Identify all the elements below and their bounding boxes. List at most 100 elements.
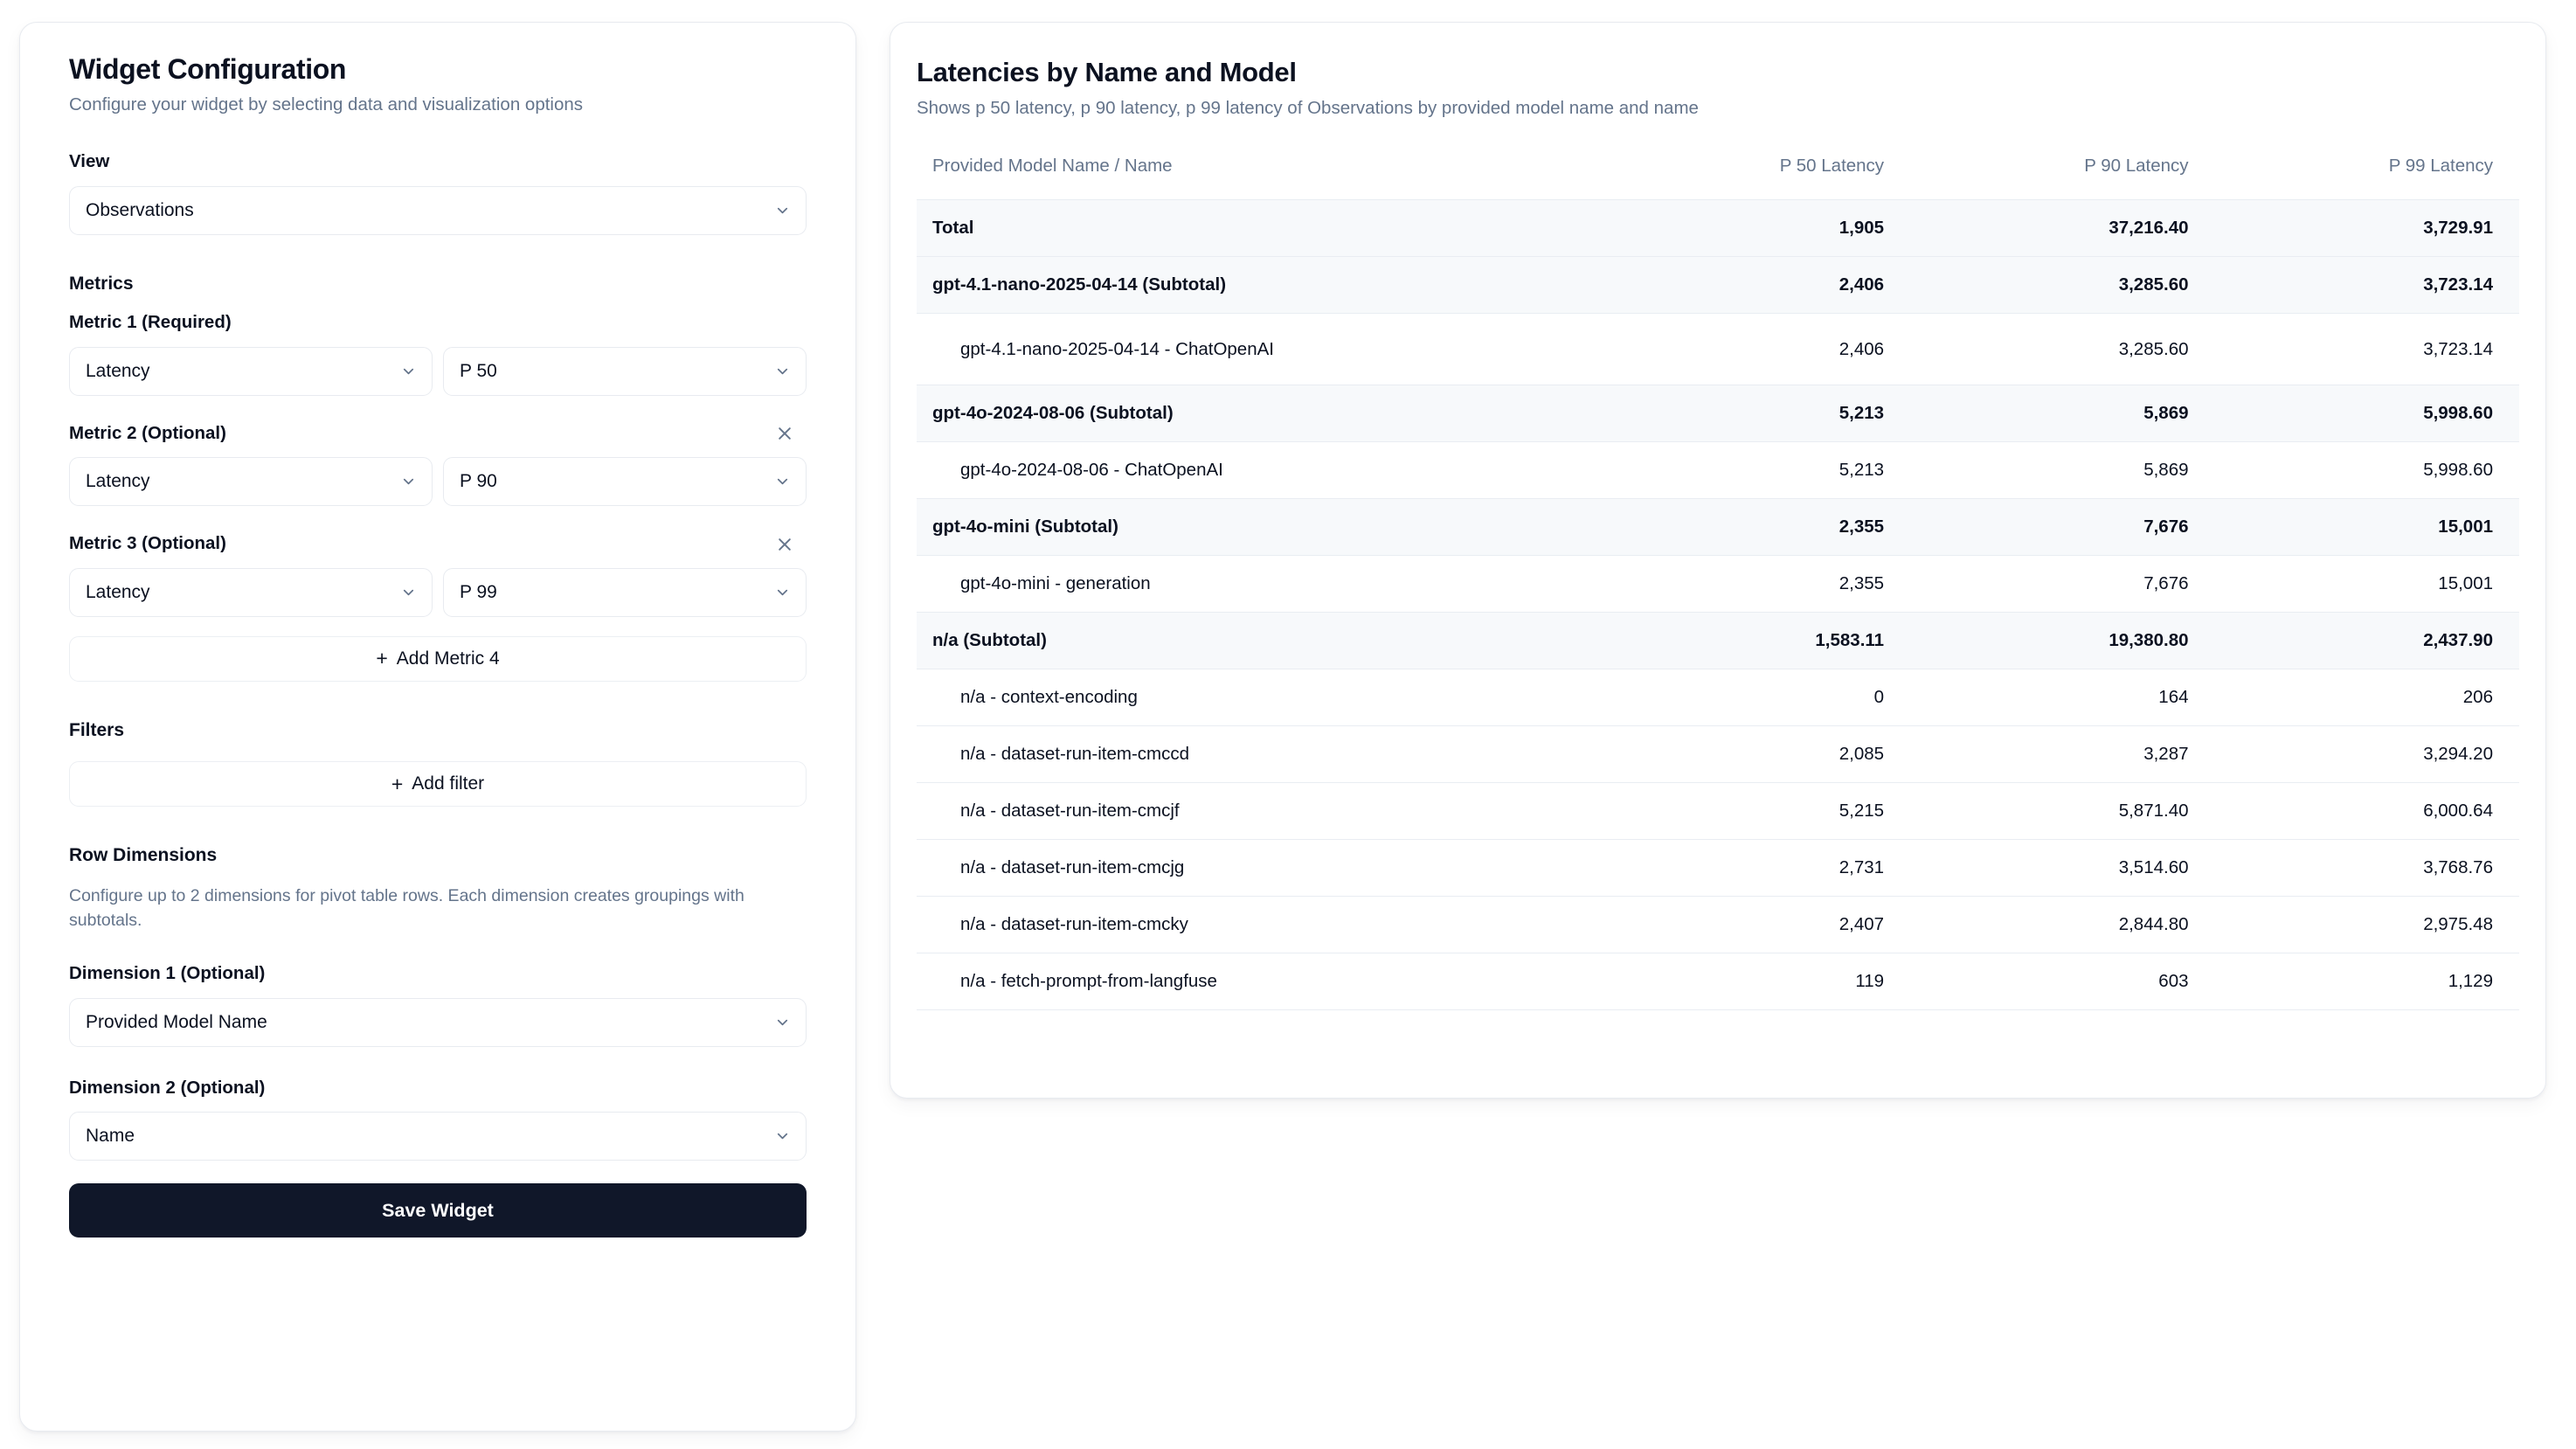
p50-cell: 2,406 — [1630, 312, 1911, 385]
p50-cell: 1,583.11 — [1630, 611, 1911, 669]
column-header-p90[interactable]: P 90 Latency — [2084, 155, 2189, 176]
dimension-2-select[interactable]: Name — [69, 1112, 807, 1161]
row-label-cell: gpt-4o-2024-08-06 - ChatOpenAI — [917, 440, 1631, 499]
view-select[interactable]: Observations — [69, 185, 807, 235]
metric-1-measure-value: Latency — [86, 360, 150, 381]
table-row: n/a - dataset-run-item-cmccd 2,085 3,287 3,… — [917, 724, 2519, 783]
pivot-table-head: Provided Model Name / Name P 50 Latency … — [917, 156, 2519, 200]
metrics-heading: Metrics — [69, 273, 134, 294]
view-label: View — [69, 151, 110, 172]
p50-cell: 2,407 — [1630, 895, 1911, 953]
p99-cell: 2,437.90 — [2214, 611, 2519, 669]
row-label-cell: n/a - context-encoding — [917, 668, 1631, 726]
metric-3-label-row: Metric 3 (Optional) — [69, 532, 807, 556]
save-widget-button[interactable]: Save Widget — [69, 1183, 807, 1238]
metric-3-aggregation-select[interactable]: P 99 — [443, 567, 807, 617]
row-label-cell: gpt-4o-mini - generation — [917, 554, 1631, 613]
dimension-1-select[interactable]: Provided Model Name — [69, 997, 807, 1047]
p90-cell: 7,676 — [1910, 554, 2215, 613]
metric-3-measure-select[interactable]: Latency — [69, 567, 433, 617]
table-row: n/a - dataset-run-item-cmcjf 5,215 5,871.4… — [917, 781, 2519, 840]
widget-configuration-card: Widget Configuration Configure your widg… — [19, 22, 856, 1432]
row-label-cell: n/a - dataset-run-item-cmcjf — [917, 781, 1631, 840]
add-metric-label: Add Metric 4 — [396, 648, 500, 669]
view-select-value: Observations — [86, 199, 194, 220]
p90-cell: 5,869 — [1910, 440, 2215, 499]
p99-cell: 15,001 — [2214, 497, 2519, 556]
column-header-p50[interactable]: P 50 Latency — [1779, 155, 1885, 176]
table-row: gpt-4o-mini - generation 2,355 7,676 15,001 — [917, 554, 2519, 613]
metric-1-aggregation-value: P 50 — [460, 360, 497, 381]
metric-1-aggregation-select[interactable]: P 50 — [443, 346, 807, 396]
p99-cell: 5,998.60 — [2214, 440, 2519, 499]
dimension-2-label: Dimension 2 (Optional) — [69, 1077, 266, 1098]
p99-cell: 206 — [2214, 668, 2519, 726]
metric-3-row: Latency P 99 — [69, 567, 807, 617]
p99-cell: 3,729.91 — [2214, 198, 2519, 257]
p50-cell: 2,355 — [1630, 497, 1911, 556]
p90-cell: 164 — [1910, 668, 2215, 726]
page-title: Widget Configuration — [69, 53, 346, 85]
row-label-cell: gpt-4o-2024-08-06 (Subtotal) — [917, 384, 1631, 442]
pivot-table-body: Total 1,905 37,216.40 3,729.91 gpt-4.1-nano-… — [917, 198, 2519, 1010]
chevron-down-icon — [774, 202, 791, 218]
row-label-cell: n/a - dataset-run-item-cmcky — [917, 895, 1631, 953]
p50-cell: 1,905 — [1630, 198, 1911, 257]
table-row: gpt-4o-2024-08-06 (Subtotal) 5,213 5,869 5,… — [917, 384, 2519, 442]
p50-cell: 5,213 — [1630, 384, 1911, 442]
metric-3-label: Metric 3 (Optional) — [69, 533, 226, 554]
row-label-cell: Total — [917, 198, 1631, 257]
metric-2-label: Metric 2 (Optional) — [69, 422, 226, 443]
plus-icon: + — [376, 647, 388, 670]
chevron-down-icon — [774, 363, 791, 379]
table-row: gpt-4.1-nano-2025-04-14 - ChatOpenAI 2,40… — [917, 312, 2519, 385]
p99-cell: 6,000.64 — [2214, 781, 2519, 840]
table-row: n/a (Subtotal) 1,583.11 19,380.80 2,437.90 — [917, 611, 2519, 669]
table-subtitle: Shows p 50 latency, p 90 latency, p 99 l… — [917, 98, 1699, 119]
p99-cell: 15,001 — [2214, 554, 2519, 613]
row-label-cell: n/a - fetch-prompt-from-langfuse — [917, 952, 1631, 1010]
metric-2-aggregation-value: P 90 — [460, 471, 497, 492]
p99-cell: 3,723.14 — [2214, 255, 2519, 314]
metric-2-label-row: Metric 2 (Optional) — [69, 422, 807, 446]
row-label-cell: n/a (Subtotal) — [917, 611, 1631, 669]
p99-cell: 2,975.48 — [2214, 895, 2519, 953]
p99-cell: 3,768.76 — [2214, 838, 2519, 897]
table-row: n/a - context-encoding 0 164 206 — [917, 668, 2519, 726]
table-row: gpt-4.1-nano-2025-04-14 (Subtotal) 2,406 3… — [917, 255, 2519, 314]
add-filter-label: Add filter — [412, 773, 485, 794]
row-label-cell: gpt-4.1-nano-2025-04-14 (Subtotal) — [917, 255, 1631, 314]
p90-cell: 7,676 — [1910, 497, 2215, 556]
chevron-down-icon — [400, 474, 417, 490]
plus-icon: + — [391, 772, 404, 795]
metric-2-row: Latency P 90 — [69, 457, 807, 507]
dimension-1-label: Dimension 1 (Optional) — [69, 963, 266, 984]
table-title: Latencies by Name and Model — [917, 57, 1297, 87]
chevron-down-icon — [774, 474, 791, 490]
p90-cell: 5,869 — [1910, 384, 2215, 442]
remove-metric-3-button[interactable] — [773, 533, 796, 556]
metric-1-measure-select[interactable]: Latency — [69, 346, 433, 396]
dimension-1-value: Provided Model Name — [86, 1011, 267, 1032]
p50-cell: 2,355 — [1630, 554, 1911, 613]
p90-cell: 3,287 — [1910, 724, 2215, 783]
column-header-name[interactable]: Provided Model Name / Name — [932, 155, 1173, 176]
remove-metric-2-button[interactable] — [773, 422, 796, 445]
latencies-table-card: Latencies by Name and Model Shows p 50 l… — [890, 22, 2546, 1099]
p50-cell: 119 — [1630, 952, 1911, 1010]
chevron-down-icon — [774, 1014, 791, 1030]
chevron-down-icon — [400, 584, 417, 600]
column-header-p99[interactable]: P 99 Latency — [2388, 155, 2493, 176]
p90-cell: 37,216.40 — [1910, 198, 2215, 257]
add-filter-button[interactable]: + Add filter — [69, 761, 807, 808]
p99-cell: 1,129 — [2214, 952, 2519, 1010]
metric-1-label-row: Metric 1 (Required) — [69, 311, 807, 335]
metric-3-aggregation-value: P 99 — [460, 581, 497, 602]
filters-heading: Filters — [69, 719, 125, 740]
p90-cell: 2,844.80 — [1910, 895, 2215, 953]
metric-2-measure-select[interactable]: Latency — [69, 457, 433, 507]
add-metric-button[interactable]: + Add Metric 4 — [69, 635, 807, 682]
dimension-2-value: Name — [86, 1126, 135, 1147]
metric-2-aggregation-select[interactable]: P 90 — [443, 457, 807, 507]
metric-1-row: Latency P 50 — [69, 346, 807, 396]
